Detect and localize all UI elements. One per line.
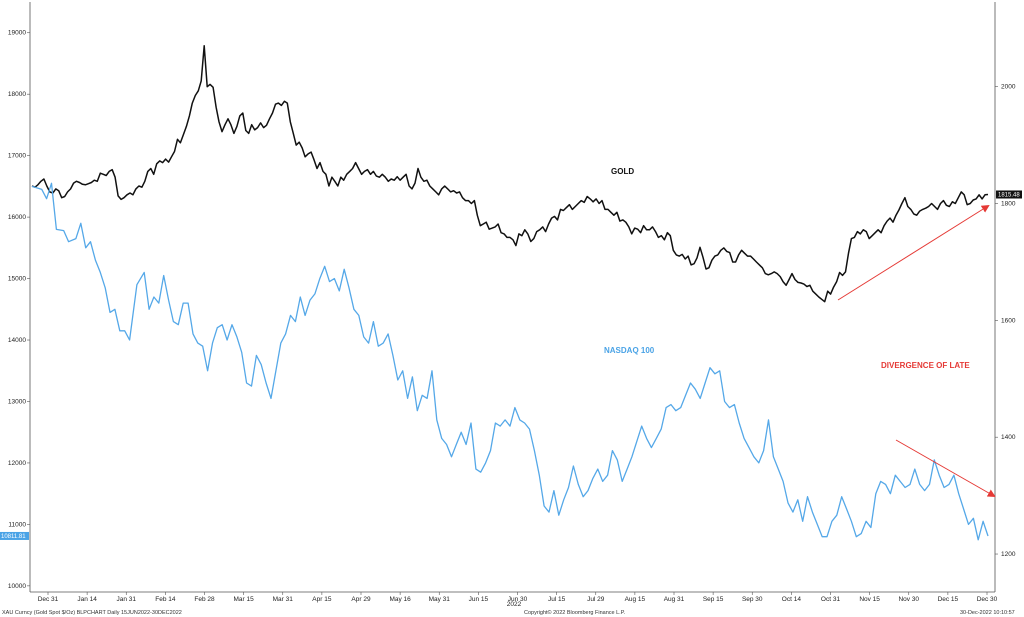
left-tick-label: 13000 [8,398,26,405]
x-tick-label: May 31 [429,596,451,603]
x-tick-label: Aug 31 [664,596,685,603]
left-tick-label: 16000 [8,214,26,221]
left-tick-label: 11000 [8,521,26,528]
footer-right: 30-Dec-2022 10:10:57 [960,610,1015,616]
nasdaq-end-tag [0,531,29,540]
gold-line [31,45,989,303]
x-tick-label: Jul 15 [548,596,566,603]
nasdaq-end-value: 10811.81 [1,534,26,540]
x-tick-label: Apr 15 [312,596,332,603]
left-tick-label: 19000 [8,30,26,37]
nasdaq-label: NASDAQ 100 [604,346,655,355]
left-axis: 10000 11000 12000 13000 14000 15000 16000 17000… [8,30,30,590]
divergence-label: DIVERGENCE OF LATE [881,361,970,370]
gold-label: GOLD [611,167,634,176]
x-tick-label: Dec 15 [938,596,959,603]
right-tick-label: 1800 [1001,201,1016,208]
x-tick-label: Nov 15 [859,596,880,603]
down-arrow [895,439,996,497]
x-tick-label: Sep 30 [742,596,763,603]
right-tick-label: 1400 [1001,434,1016,441]
x-tick-label: Jul 29 [587,596,605,603]
x-axis: Dec 31 Jan 14 Jan 31 Feb 14 Feb 28 Mar 15 Mar … [38,592,998,603]
x-tick-label: Dec 31 [38,596,59,603]
left-tick-label: 10000 [8,583,26,590]
left-tick-label: 17000 [8,153,26,160]
nasdaq-line [31,182,989,541]
left-tick-label: 14000 [8,337,26,344]
gold-end-tag [996,190,1022,199]
x-tick-label: Nov 30 [898,596,919,603]
x-tick-label: Feb 14 [155,596,176,603]
left-tick-label: 12000 [8,460,26,467]
up-arrow [837,204,990,301]
annotations: 1815.48 10811.81 [0,190,1022,540]
right-tick-label: 2000 [1001,84,1016,91]
right-tick-label: 1600 [1001,317,1016,324]
x-tick-label: Dec 30 [977,596,998,603]
x-tick-label: Jun 15 [469,596,489,603]
x-tick-label: Jan 31 [116,596,136,603]
right-tick-label: 1200 [1001,551,1016,558]
right-axis: 1200 1400 1600 1800 2000 [995,84,1016,558]
x-tick-label: Jun 30 [508,596,528,603]
x-year-label: 2022 [507,601,522,608]
x-tick-label: Mar 15 [234,596,255,603]
x-tick-label: Sep 15 [703,596,724,603]
x-tick-label: Apr 29 [351,596,371,603]
gold-end-value: 1815.48 [998,192,1020,198]
left-tick-label: 15000 [8,276,26,283]
x-tick-label: Aug 15 [625,596,646,603]
x-tick-label: Feb 28 [194,596,215,603]
x-tick-label: Oct 31 [821,596,841,603]
series-group [31,45,989,541]
x-tick-label: Oct 14 [782,596,802,603]
left-tick-label: 18000 [8,91,26,98]
x-tick-label: May 16 [389,596,411,603]
axes [29,2,996,593]
footer-center: Copyright© 2022 Bloomberg Finance L.P. [524,609,626,616]
x-tick-label: Jan 14 [77,596,97,603]
x-tick-label: Mar 31 [273,596,294,603]
footer-left: XAU Curncy (Gold Spot $/Oz) BLPCHART Dai… [2,610,182,616]
